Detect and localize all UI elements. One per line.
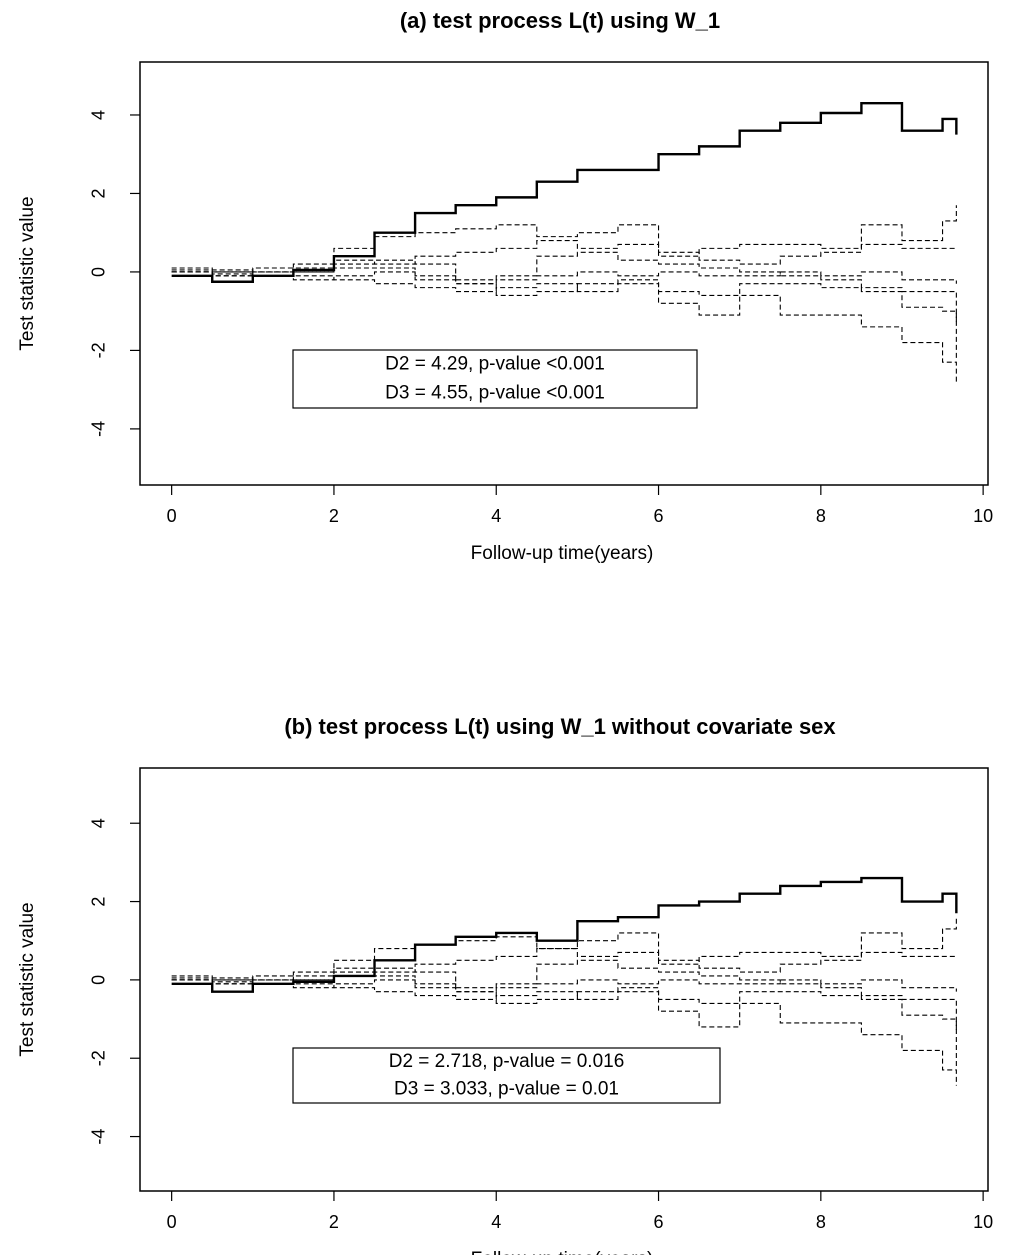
y-tick-label: -2 bbox=[89, 342, 109, 358]
simulated-path bbox=[171, 917, 957, 981]
annotation: D2 = 4.29, p-value <0.001 bbox=[385, 354, 605, 375]
y-tick-label: 2 bbox=[89, 188, 109, 198]
x-tick-label: 4 bbox=[491, 506, 501, 526]
x-axis-label: Follow-up time(years) bbox=[471, 1249, 654, 1255]
observed-path bbox=[171, 102, 958, 283]
simulated-path bbox=[171, 239, 957, 277]
x-tick-label: 6 bbox=[654, 506, 664, 526]
simulated-path bbox=[171, 979, 957, 993]
x-tick-label: 2 bbox=[329, 1212, 339, 1232]
x-tick-label: 6 bbox=[654, 1212, 664, 1232]
x-tick-label: 8 bbox=[816, 506, 826, 526]
simulated-path bbox=[171, 271, 957, 285]
x-tick-label: 2 bbox=[329, 506, 339, 526]
simulated-path bbox=[171, 251, 957, 323]
x-tick-label: 0 bbox=[167, 506, 177, 526]
simulated-path bbox=[171, 259, 957, 359]
y-tick-label: -4 bbox=[89, 1129, 109, 1145]
x-tick-label: 0 bbox=[167, 1212, 177, 1232]
x-tick-label: 8 bbox=[816, 1212, 826, 1232]
y-axis-label: Test statistic value bbox=[17, 196, 38, 350]
panel: (b) test process L(t) using W_1 without … bbox=[17, 714, 993, 1255]
simulated-path bbox=[171, 967, 957, 1067]
annotation-box bbox=[292, 1047, 721, 1104]
annotation-box bbox=[292, 349, 698, 409]
y-tick-label: -2 bbox=[89, 1050, 109, 1066]
y-tick-label: 4 bbox=[89, 818, 109, 828]
chart-title: (a) test process L(t) using W_1 bbox=[400, 8, 720, 33]
chart-title: (b) test process L(t) using W_1 without … bbox=[284, 714, 836, 739]
simulated-path bbox=[171, 271, 957, 382]
simulated-path bbox=[171, 948, 957, 985]
panel: (a) test process L(t) using W_1 0 2 4 6 8 10 -4… bbox=[17, 8, 993, 564]
y-tick-label: -4 bbox=[89, 421, 109, 437]
plot-frame bbox=[139, 61, 989, 486]
y-axis-label: Test statistic value bbox=[17, 902, 38, 1056]
y-tick-label: 0 bbox=[89, 267, 109, 277]
annotation: D2 = 2.718, p-value = 0.016 bbox=[389, 1051, 625, 1072]
x-axis-label: Follow-up time(years) bbox=[471, 543, 654, 564]
observed-path bbox=[171, 876, 958, 993]
y-tick-label: 2 bbox=[89, 897, 109, 907]
x-tick-label: 4 bbox=[491, 1212, 501, 1232]
simulated-path bbox=[171, 979, 957, 1086]
y-tick-label: 0 bbox=[89, 975, 109, 985]
y-tick-label: 4 bbox=[89, 110, 109, 120]
x-tick-label: 10 bbox=[973, 506, 993, 526]
annotation: D3 = 3.033, p-value = 0.01 bbox=[394, 1078, 619, 1099]
annotation: D3 = 4.55, p-value <0.001 bbox=[385, 383, 605, 404]
simulated-path bbox=[171, 205, 957, 273]
x-tick-label: 10 bbox=[973, 1212, 993, 1232]
simulated-path bbox=[171, 959, 957, 1031]
